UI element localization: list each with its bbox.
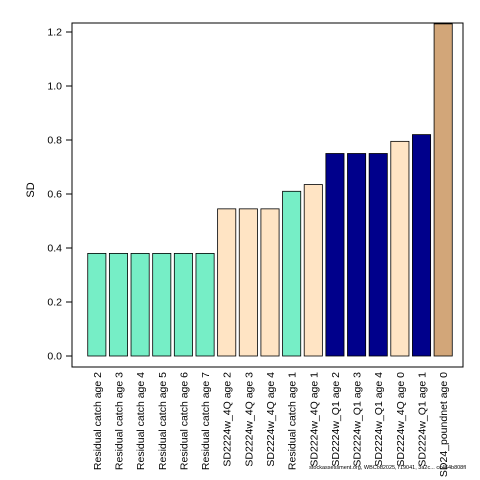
y-tick-label: 0.4 xyxy=(47,243,62,255)
y-tick-label: 0.0 xyxy=(47,351,62,363)
bars xyxy=(87,23,453,357)
x-category-label: SD2224w_Q1 age 2 xyxy=(330,372,342,467)
x-category-label: SD2224w_4Q age 1 xyxy=(308,372,320,467)
bar xyxy=(347,153,367,357)
y-axis: 0.0 0.2 0.4 0.6 0.8 1.0 1.2 xyxy=(47,27,73,363)
x-category-label: SD2224w_Q1 age 4 xyxy=(373,372,385,467)
x-category-label: SD2224w_4Q age 2 xyxy=(222,372,234,467)
x-category-label: Residual catch age 5 xyxy=(157,372,169,470)
bar xyxy=(195,252,215,357)
y-tick-label: 1.0 xyxy=(47,81,62,93)
y-axis-title: SD xyxy=(25,182,37,197)
y-tick-label: 1.2 xyxy=(47,27,62,39)
x-category-label: SD2224w_4Q age 3 xyxy=(243,372,255,467)
bar xyxy=(173,252,193,357)
y-tick-label: 0.6 xyxy=(47,189,62,201)
x-category-label: SD2224w_4Q age 4 xyxy=(265,372,277,467)
bar xyxy=(130,252,150,357)
bar xyxy=(368,153,388,357)
x-category-label: Residual catch age 2 xyxy=(92,372,104,470)
bar xyxy=(217,208,237,357)
bar xyxy=(87,252,107,357)
bar xyxy=(433,23,453,357)
bar xyxy=(260,208,280,357)
bar xyxy=(152,252,172,357)
x-category-label: SD2224w_Q1 age 1 xyxy=(417,372,429,467)
x-category-label: Residual catch age 7 xyxy=(200,372,212,470)
x-axis-labels: Residual catch age 2 Residual catch age 3… xyxy=(92,372,450,477)
bar xyxy=(412,134,432,357)
bar xyxy=(390,140,410,357)
x-category-label: SD2224w_Q1 age 3 xyxy=(352,372,364,467)
footer-text: stockassessment.org, WBCod2025, r19041, … xyxy=(309,465,466,471)
x-category-label: Residual catch age 6 xyxy=(178,372,190,470)
y-tick-label: 0.2 xyxy=(47,297,62,309)
bar xyxy=(238,208,258,357)
x-category-label: Residual catch age 4 xyxy=(135,372,147,470)
x-category-label: Residual catch age 3 xyxy=(113,372,125,470)
y-tick-label: 0.8 xyxy=(47,135,62,147)
bar xyxy=(325,153,345,357)
x-category-label: SD2224w_4Q age 0 xyxy=(395,372,407,467)
bar xyxy=(303,184,323,357)
x-category-label: Residual catch age 1 xyxy=(287,372,299,470)
bar xyxy=(108,252,128,357)
x-category-label: SD24_poundnet age 0 xyxy=(438,372,450,477)
bar xyxy=(282,190,302,357)
